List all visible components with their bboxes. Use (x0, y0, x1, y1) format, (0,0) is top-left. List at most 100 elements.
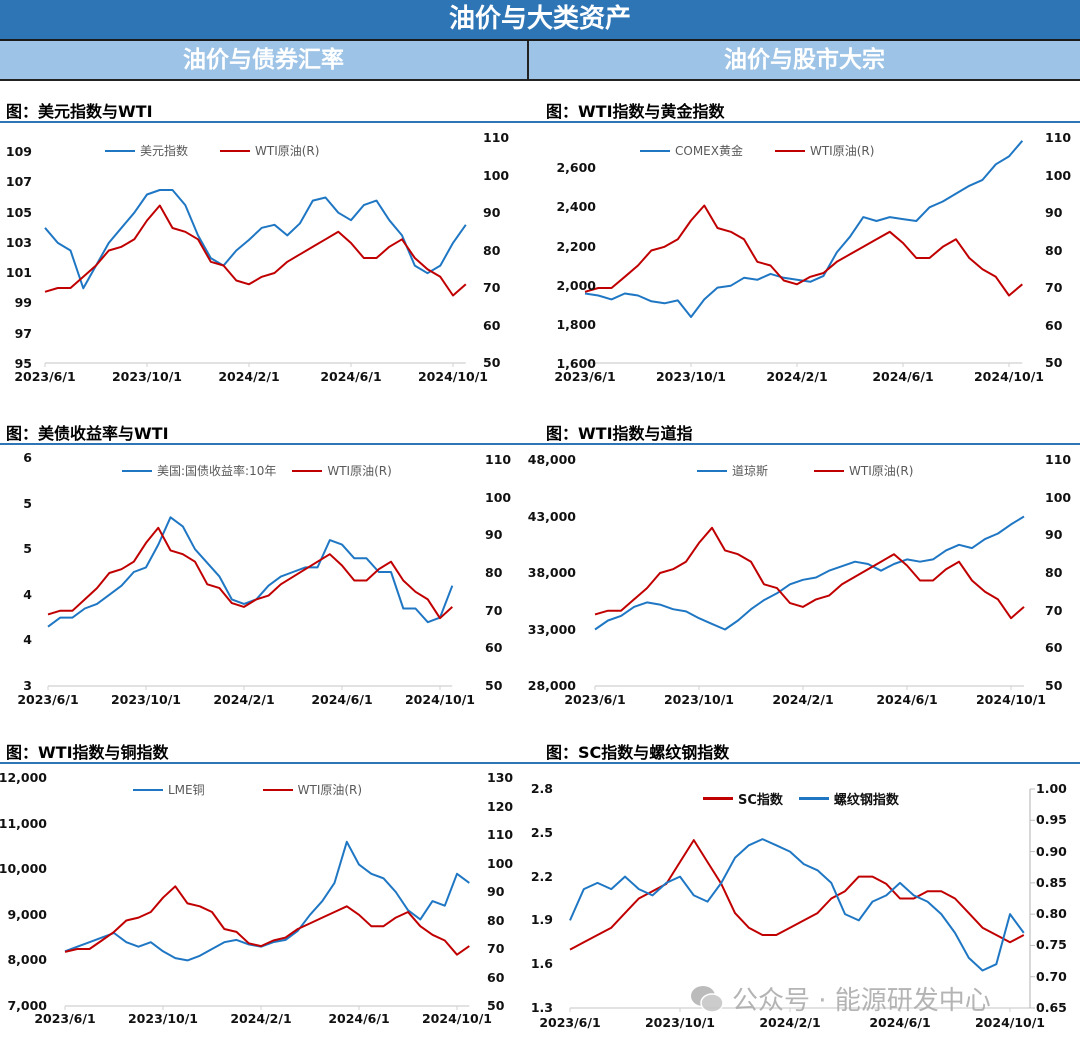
series-line-left (44, 189, 467, 290)
right-y-tick-label: 130 (487, 770, 514, 785)
left-y-tick-label: 103 (5, 234, 32, 250)
right-y-tick-label: 60 (485, 640, 503, 656)
right-y-tick-label: 50 (485, 678, 503, 693)
legend-label: 螺纹钢指数 (833, 793, 899, 808)
legend-label: 美国:国债收益率:10年 (157, 464, 277, 478)
left-y-tick-label: 7,000 (7, 998, 47, 1013)
legend-swatch (220, 149, 251, 152)
legend: COMEX黄金 WTI原油(R) (640, 142, 900, 159)
right-y-tick-label: 60 (483, 317, 501, 333)
left-y-tick-label: 9,000 (7, 906, 47, 922)
legend-label: 美元指数 (140, 144, 189, 158)
right-y-tick-label: 50 (483, 355, 501, 370)
right-y-tick-label: 70 (1045, 280, 1063, 295)
left-y-tick-label: 105 (5, 204, 32, 220)
watermark-text: 公众号 · 能源研发中心 (732, 986, 991, 1016)
legend-swatch (105, 149, 135, 152)
x-tick-label: 2024/10/1 (404, 692, 475, 707)
x-tick-label: 2024/10/1 (417, 369, 488, 384)
left-y-tick-label: 97 (14, 325, 32, 341)
x-tick-label: 2023/10/1 (110, 692, 181, 707)
left-y-tick-label: 5 (23, 495, 32, 511)
legend: LME铜 WTI原油(R) (133, 781, 388, 798)
x-tick-label: 2023/6/1 (554, 369, 616, 384)
left-y-tick-label: 38,000 (527, 565, 576, 580)
right-y-tick-label: 90 (483, 205, 501, 220)
right-y-tick-label: 90 (487, 884, 505, 899)
left-y-tick-label: 2.2 (530, 868, 553, 884)
x-tick-label: 2023/10/1 (111, 369, 182, 384)
series-line-left (47, 516, 454, 628)
legend-label: WTI原油(R) (297, 783, 363, 797)
right-y-tick-label: 100 (1045, 489, 1072, 505)
right-y-tick-label: 0.80 (1036, 906, 1067, 922)
right-y-tick-label: 70 (485, 602, 503, 618)
right-y-tick-label: 100 (485, 489, 512, 505)
series-line-right (584, 204, 1023, 297)
legend-label: WTI原油(R) (327, 464, 392, 478)
legend: SC指数 螺纹钢指数 (703, 789, 925, 808)
x-tick-label: 2024/6/1 (311, 692, 373, 707)
x-tick-label: 2023/10/1 (127, 1011, 198, 1026)
right-y-tick-label: 110 (483, 130, 510, 145)
left-y-tick-label: 1.6 (530, 956, 553, 972)
left-y-tick-label: 95 (14, 356, 32, 371)
section-header-stocks-commodities: 油价与股市大宗 (529, 41, 1080, 81)
series-line-left (64, 840, 470, 962)
x-tick-label: 2024/10/1 (974, 1015, 1045, 1030)
left-y-tick-label: 2,000 (556, 277, 596, 293)
divider (0, 443, 1080, 445)
legend-swatch (262, 788, 293, 791)
watermark: 公众号 · 能源研发中心 (690, 980, 991, 1017)
right-y-tick-label: 100 (483, 167, 510, 183)
x-tick-label: 2024/6/1 (869, 1015, 931, 1030)
legend-swatch (697, 469, 727, 472)
wechat-icon (691, 985, 724, 1013)
chart-title-dxy-wti: 图：美元指数与WTI (6, 102, 153, 121)
legend: 美国:国债收益率:10年 WTI原油(R) (122, 462, 418, 479)
left-y-tick-label: 4 (23, 586, 32, 602)
series-line-right (44, 204, 467, 297)
legend-swatch (814, 469, 845, 472)
left-y-tick-label: 4 (23, 632, 32, 648)
right-y-tick-label: 0.85 (1036, 874, 1067, 890)
main-header: 油价与大类资产 (0, 0, 1080, 41)
right-y-tick-label: 100 (487, 855, 514, 871)
left-y-tick-label: 99 (14, 295, 32, 311)
left-y-tick-label: 33,000 (527, 621, 576, 637)
chart-title-wti-dow: 图：WTI指数与道指 (546, 424, 693, 443)
series-line-right (569, 838, 1025, 972)
right-y-tick-label: 70 (487, 941, 505, 956)
x-tick-label: 2024/10/1 (421, 1011, 492, 1026)
right-y-tick-label: 0.65 (1036, 1000, 1067, 1015)
chart-title-ust-wti: 图：美债收益率与WTI (6, 424, 169, 443)
divider (0, 762, 1080, 764)
legend-swatch (640, 149, 670, 152)
left-y-tick-label: 8,000 (7, 952, 47, 968)
legend-swatch (798, 797, 829, 800)
x-tick-label: 2023/10/1 (644, 1015, 715, 1030)
x-tick-label: 2024/2/1 (230, 1011, 292, 1026)
left-y-tick-label: 12,000 (0, 770, 47, 785)
right-y-tick-label: 50 (1045, 355, 1063, 370)
chart-title-wti-copper: 图：WTI指数与铜指数 (6, 743, 169, 762)
right-y-tick-label: 50 (1045, 678, 1063, 693)
x-tick-label: 2024/2/1 (213, 692, 275, 707)
right-y-tick-label: 0.70 (1036, 968, 1067, 984)
series-line-left (584, 140, 1024, 318)
legend-swatch (122, 469, 152, 472)
legend-swatch (133, 788, 163, 791)
legend-label: WTI原油(R) (809, 144, 875, 158)
legend-label: 道琼斯 (732, 464, 769, 478)
right-y-tick-label: 120 (487, 798, 514, 814)
x-tick-label: 2024/10/1 (975, 692, 1046, 707)
right-y-tick-label: 0.95 (1036, 812, 1067, 828)
right-y-tick-label: 80 (1045, 565, 1063, 580)
series-line-left (569, 839, 1025, 951)
left-y-tick-label: 2,400 (556, 199, 596, 215)
x-tick-label: 2023/6/1 (539, 1015, 601, 1030)
x-tick-label: 2023/6/1 (34, 1011, 96, 1026)
left-y-tick-label: 107 (5, 174, 32, 190)
left-y-tick-label: 101 (5, 265, 32, 281)
